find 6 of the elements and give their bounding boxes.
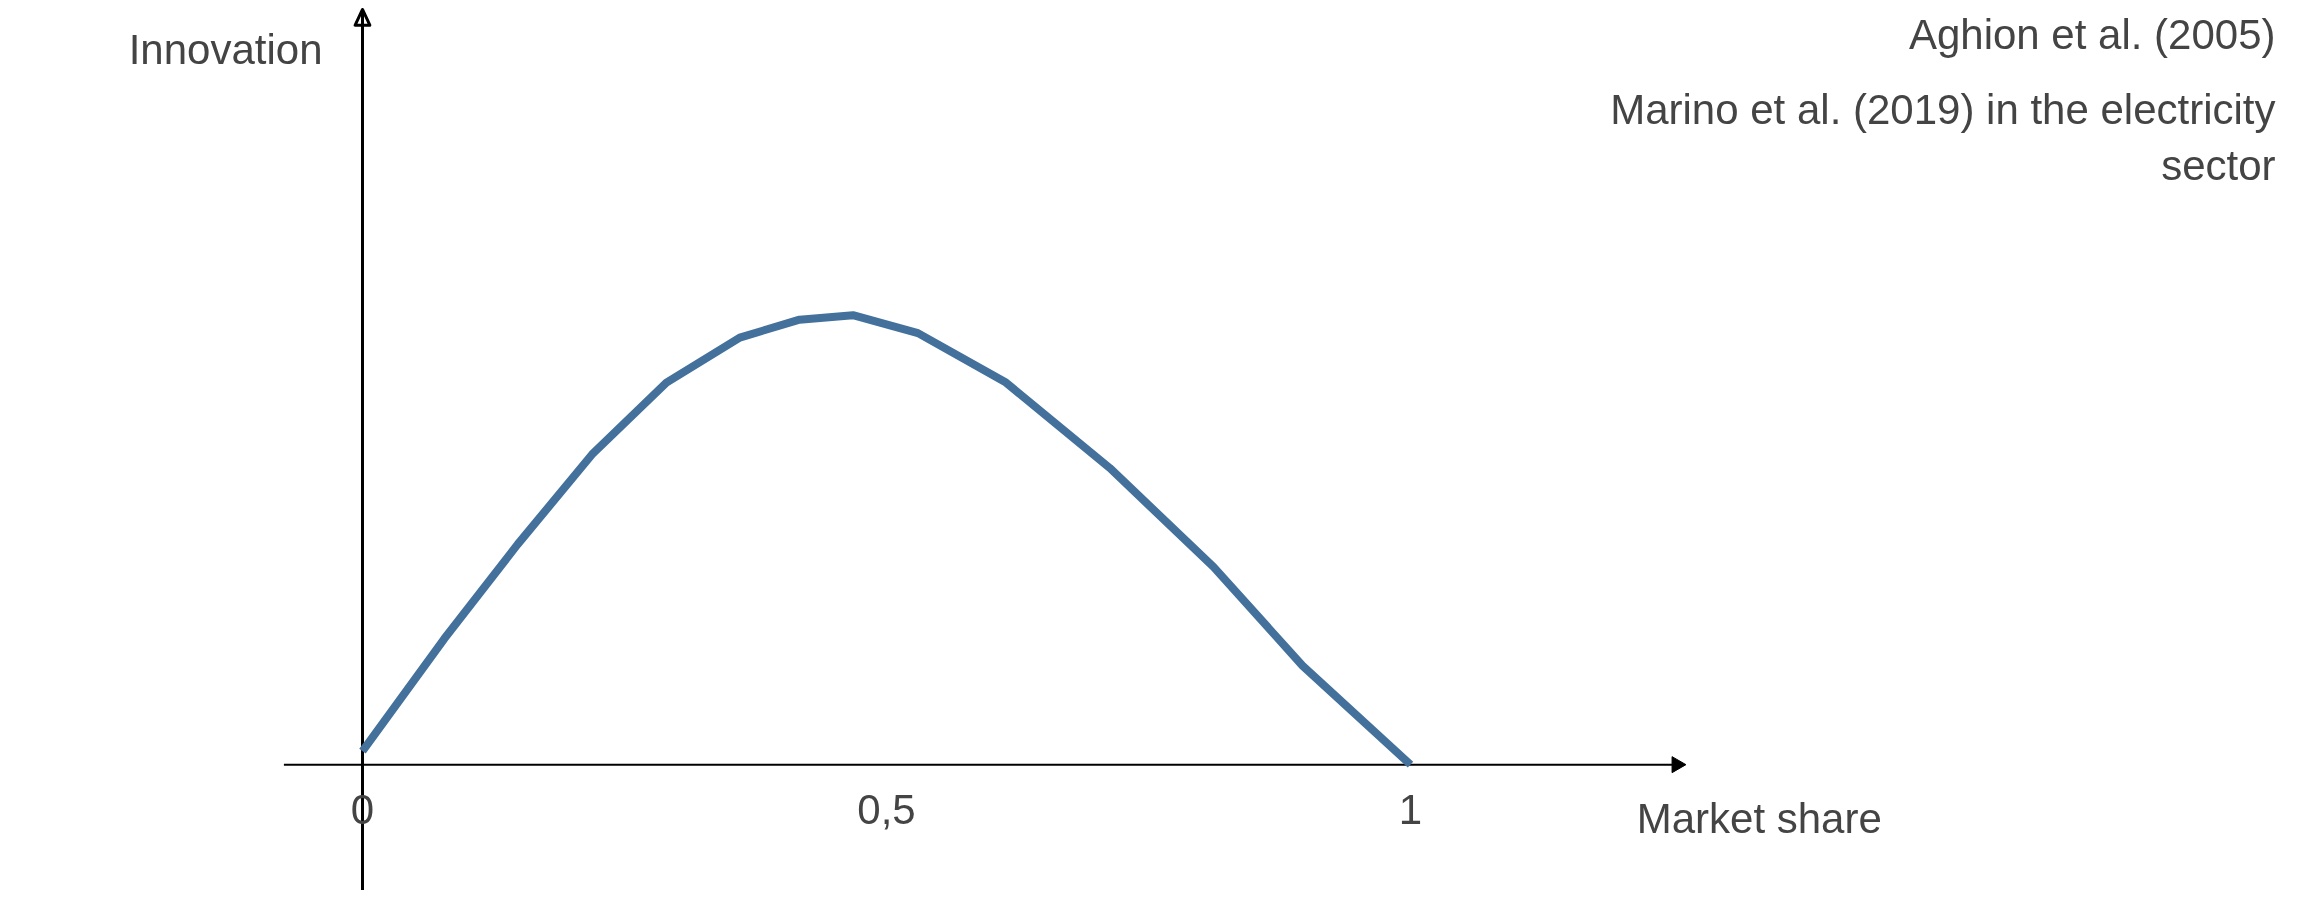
x-tick-label: 0,5 bbox=[857, 785, 916, 833]
text: Innovation bbox=[128, 25, 323, 73]
text: Aghion et al. (2005) bbox=[1908, 10, 2276, 58]
x-axis-title: Market share bbox=[1636, 794, 1882, 842]
text: Marino et al. (2019) in the electricity sector bbox=[1610, 85, 2276, 189]
x-tick-label: 1 bbox=[1398, 785, 1423, 833]
